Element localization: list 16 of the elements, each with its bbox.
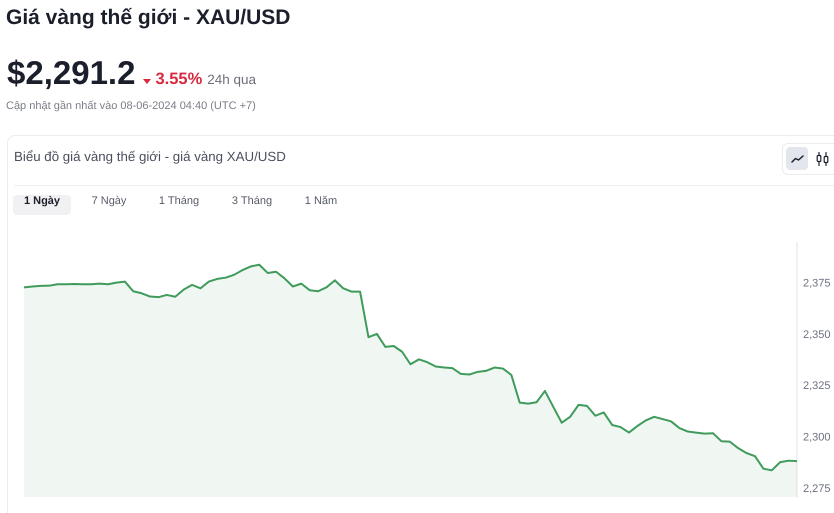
text: $2,291.2	[7, 53, 136, 93]
y-tick-label: 2,375	[803, 278, 831, 290]
tab-button: 1 Ngày	[12, 195, 72, 215]
text: Cập nhật gần nhất vào 08-06-2024 04:40 (UTC +7)	[6, 99, 256, 114]
text: 7 Ngày	[90, 195, 128, 209]
chart-title: Giá vàng thế giới - XAU/USD	[6, 5, 290, 31]
text: 1 Năm	[304, 195, 338, 209]
chart-subtitle: Biểu đồ giá vàng thế giới - giá vàng XAU/USD	[14, 148, 286, 166]
text: 3 Tháng	[230, 195, 274, 209]
y-tick-label: 2,325	[803, 380, 831, 392]
text: 1 Tháng	[158, 195, 200, 209]
y-tick-label: 2,275	[803, 482, 831, 495]
y-tick-label: 2,300	[803, 432, 831, 444]
text: 24h qua	[207, 72, 256, 87]
text: 3.55%	[155, 70, 202, 89]
y-tick-label: 2,350	[803, 328, 831, 341]
